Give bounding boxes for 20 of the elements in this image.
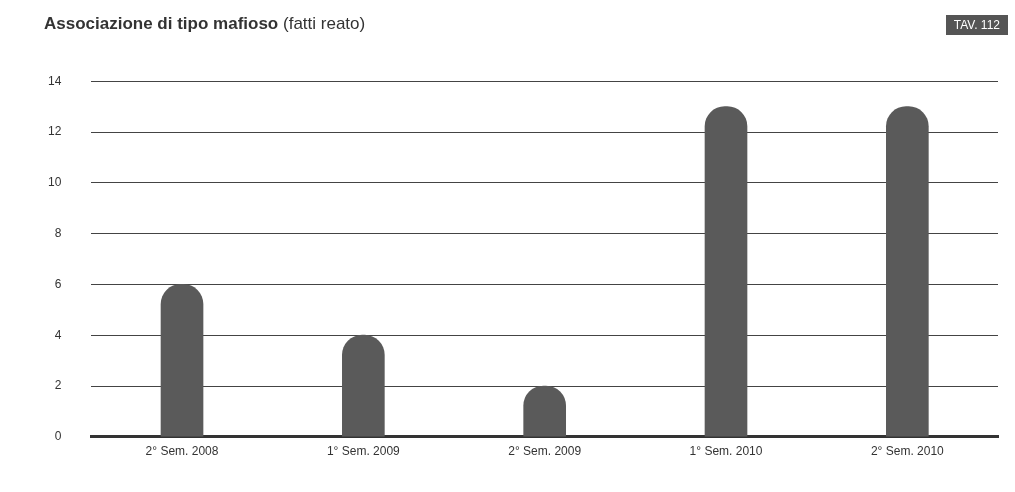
y-tick-label: 14 [47,73,62,88]
x-tick-label: 2° Sem. 2009 [508,444,582,459]
y-tick-label: 4 [54,327,62,342]
x-tick-label: 1° Sem. 2010 [689,444,763,459]
y-tick-label: 2 [54,378,62,393]
y-tick-label: 6 [54,276,62,291]
x-tick-label: 1° Sem. 2009 [326,444,401,459]
x-tick-label: 2° Sem. 2010 [870,444,945,459]
y-tick-label: 0 [54,429,62,444]
chart-subtitle: (fatti reato) [283,14,366,33]
y-tick-label: 8 [54,225,62,240]
bar [704,106,748,437]
y-tick-label: 12 [47,124,62,139]
bar [886,106,929,437]
text: TAV. 112 [945,15,1008,35]
y-tick-label: 10 [47,175,62,190]
chart-title: Associazione di tipo mafioso [44,14,279,33]
bar [342,334,385,437]
x-tick-label: 2° Sem. 2008 [145,444,219,459]
bar [160,284,204,437]
